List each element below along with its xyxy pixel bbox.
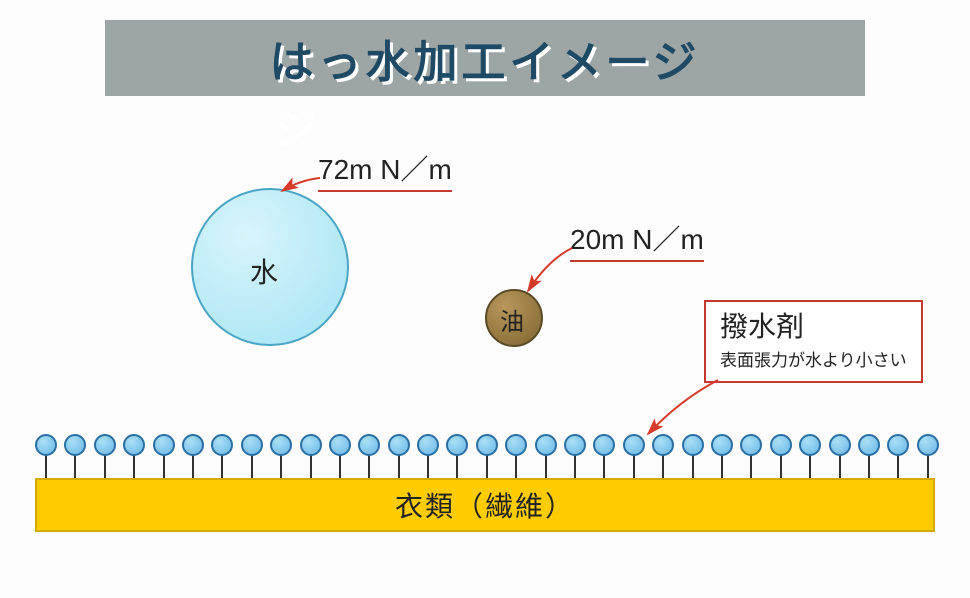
repellent-label-box: 撥水剤 表面張力が水より小さい xyxy=(704,300,923,383)
molecule xyxy=(855,434,883,484)
oil-label: 油 xyxy=(500,302,524,337)
molecule xyxy=(238,434,266,484)
water-label: 水 xyxy=(250,251,278,291)
repellent-main: 撥水剤 xyxy=(720,310,907,344)
molecule xyxy=(61,434,89,484)
arrow-to-oil xyxy=(528,248,572,291)
molecule xyxy=(32,434,60,484)
molecule xyxy=(737,434,765,484)
molecule xyxy=(267,434,295,484)
molecule xyxy=(590,434,618,484)
arrow-to-molecules xyxy=(648,380,718,434)
molecule xyxy=(91,434,119,484)
molecule xyxy=(179,434,207,484)
molecule xyxy=(150,434,178,484)
molecule xyxy=(826,434,854,484)
molecule xyxy=(443,434,471,484)
molecule xyxy=(502,434,530,484)
molecule xyxy=(796,434,824,484)
oil-tension-label: 20m N／m xyxy=(570,218,704,262)
molecule xyxy=(561,434,589,484)
molecule xyxy=(414,434,442,484)
molecule xyxy=(914,434,942,484)
molecule xyxy=(708,434,736,484)
molecule xyxy=(473,434,501,484)
molecule xyxy=(385,434,413,484)
molecule xyxy=(326,434,354,484)
molecule xyxy=(297,434,325,484)
molecule xyxy=(649,434,677,484)
title-bar: はっ水加工イメージ はっ水加工イメージ xyxy=(105,20,865,96)
diagram-canvas: はっ水加工イメージ はっ水加工イメージ 72m N／m 20m N／m 撥水剤 … xyxy=(0,0,970,598)
repellent-sub: 表面張力が水より小さい xyxy=(720,346,907,371)
molecule-row xyxy=(32,434,942,484)
molecule xyxy=(679,434,707,484)
arrow-to-water xyxy=(282,178,320,191)
molecule xyxy=(532,434,560,484)
molecule xyxy=(355,434,383,484)
molecule xyxy=(120,434,148,484)
molecule xyxy=(884,434,912,484)
fiber-band: 衣類（繊維） xyxy=(35,478,935,532)
molecule xyxy=(208,434,236,484)
molecule xyxy=(620,434,648,484)
title-text: はっ水加工イメージ xyxy=(269,38,700,87)
fiber-label: 衣類（繊維） xyxy=(395,485,575,525)
molecule xyxy=(767,434,795,484)
